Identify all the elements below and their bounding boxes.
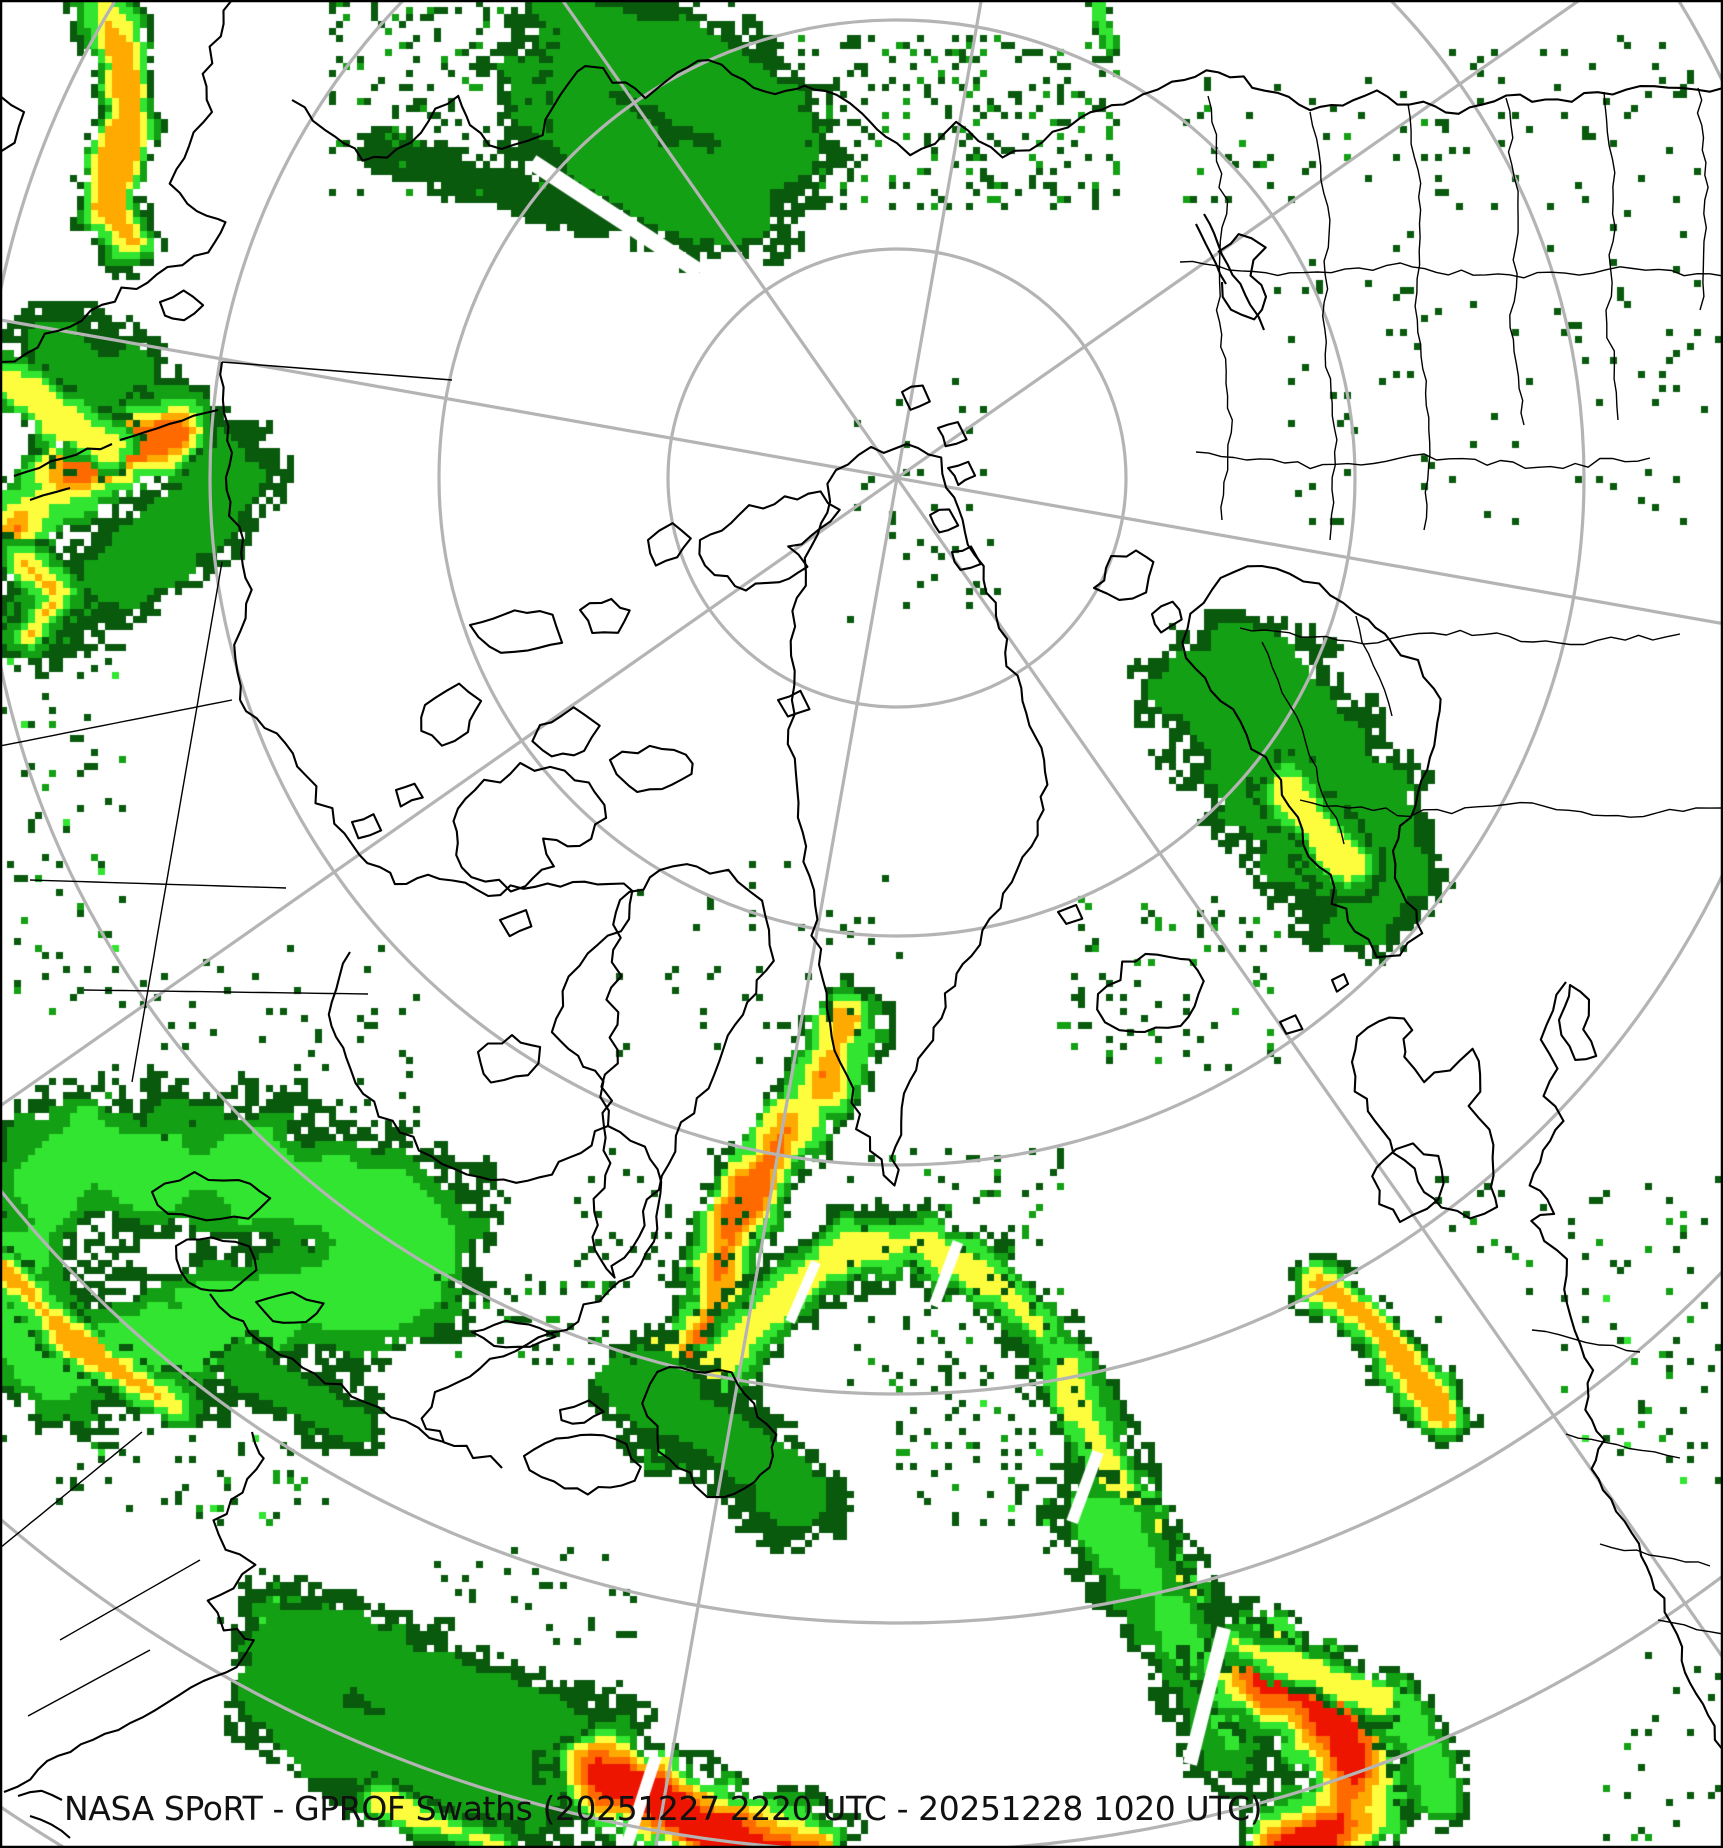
- coastline-path: [239, 699, 634, 1127]
- coastline-path: [452, 761, 608, 893]
- meridian-line: [653, 0, 983, 1848]
- coastline-path: [420, 682, 483, 747]
- border-path: [29, 879, 287, 889]
- coastline-path: [776, 689, 811, 718]
- coastline-path: [1557, 983, 1598, 1061]
- border-path: [83, 989, 369, 995]
- border-path: [1179, 260, 1723, 279]
- border-path: [0, 1431, 143, 1549]
- coastline-path: [0, 0, 233, 364]
- latitude-circle: [208, 0, 1586, 1167]
- coastline-path: [254, 1291, 325, 1324]
- admin-borders: [0, 87, 1723, 1717]
- coastline-path: [476, 1034, 542, 1084]
- coastline-path: [1278, 1014, 1304, 1035]
- coastline-path: [1371, 1142, 1445, 1224]
- coastline-path: [936, 421, 968, 448]
- border-path: [1603, 91, 1619, 421]
- coastline-path: [946, 460, 977, 487]
- coastline-path: [900, 384, 931, 411]
- border-path: [1261, 641, 1345, 845]
- border-path: [27, 1649, 151, 1717]
- coastline-path: [13, 443, 113, 477]
- coastline-path: [646, 522, 692, 567]
- coastline-path: [578, 597, 631, 635]
- coastline-path: [1150, 600, 1183, 634]
- coastline-path: [350, 813, 383, 840]
- coastline-path: [531, 706, 601, 758]
- map-caption: NASA SPoRT - GPROF Swaths (20251227 2220…: [64, 1789, 1263, 1828]
- coastline-path: [29, 1815, 71, 1839]
- latitude-circle: [437, 18, 1357, 938]
- meridian-line: [0, 0, 1583, 1109]
- coastline-path: [174, 1236, 258, 1292]
- coastline-path: [591, 863, 775, 1279]
- border-path: [1407, 103, 1431, 531]
- latitude-circle: [0, 0, 1723, 1396]
- latitude-circle: [666, 247, 1128, 709]
- border-path: [1505, 97, 1525, 426]
- border-path: [0, 699, 233, 747]
- coastline-path: [119, 408, 219, 442]
- border-path: [1696, 87, 1709, 311]
- border-path: [1309, 111, 1338, 541]
- coastline-path: [1203, 213, 1265, 331]
- coastline-path: [291, 59, 1723, 162]
- coastline-path: [1528, 981, 1723, 1751]
- coastline-path: [209, 1293, 445, 1444]
- latitude-circle: [0, 1186, 1723, 1625]
- coastline-path: [786, 442, 1049, 1187]
- border-path: [1565, 1433, 1681, 1459]
- coastline-path: [3, 1431, 265, 1793]
- border-path: [1299, 799, 1723, 818]
- coastline-path: [608, 744, 694, 794]
- coastline-path: [327, 951, 609, 1184]
- coastline-path: [1217, 233, 1268, 321]
- border-path: [221, 361, 453, 381]
- coastline-path: [158, 289, 205, 322]
- coastline-path: [1092, 549, 1155, 601]
- border-path: [1355, 615, 1393, 717]
- coastline-path: [698, 490, 841, 592]
- border-path: [1195, 451, 1651, 470]
- border-path: [1657, 1619, 1723, 1635]
- coastline-path: [498, 909, 533, 938]
- coastline-path: [950, 545, 982, 571]
- coastline-path: [1096, 952, 1205, 1033]
- coastline-path: [0, 95, 26, 153]
- coastline-path: [1056, 903, 1084, 925]
- coastline-path: [1181, 564, 1442, 959]
- coastline-path: [468, 609, 564, 654]
- coastline-path: [558, 1399, 605, 1425]
- coastline-path: [1330, 973, 1350, 993]
- border-path: [59, 1559, 201, 1641]
- coastline-path: [1350, 1016, 1499, 1220]
- border-path: [1531, 1329, 1641, 1353]
- coastline-path: [928, 508, 960, 534]
- coastline-path: [29, 486, 71, 501]
- coastline-path: [219, 361, 253, 701]
- border-path: [1207, 95, 1233, 521]
- border-path: [1599, 1543, 1711, 1567]
- coastline-path: [420, 1125, 663, 1469]
- coastline-path: [17, 1789, 63, 1801]
- coastline-path: [641, 1366, 778, 1499]
- coastline-path: [522, 1433, 642, 1496]
- border-path: [1239, 627, 1681, 646]
- coastline-path: [470, 1319, 557, 1349]
- coastline-path: [394, 782, 424, 808]
- coastline-path: [1195, 223, 1227, 285]
- border-path: [131, 561, 223, 1083]
- coastline-path: [150, 1171, 272, 1222]
